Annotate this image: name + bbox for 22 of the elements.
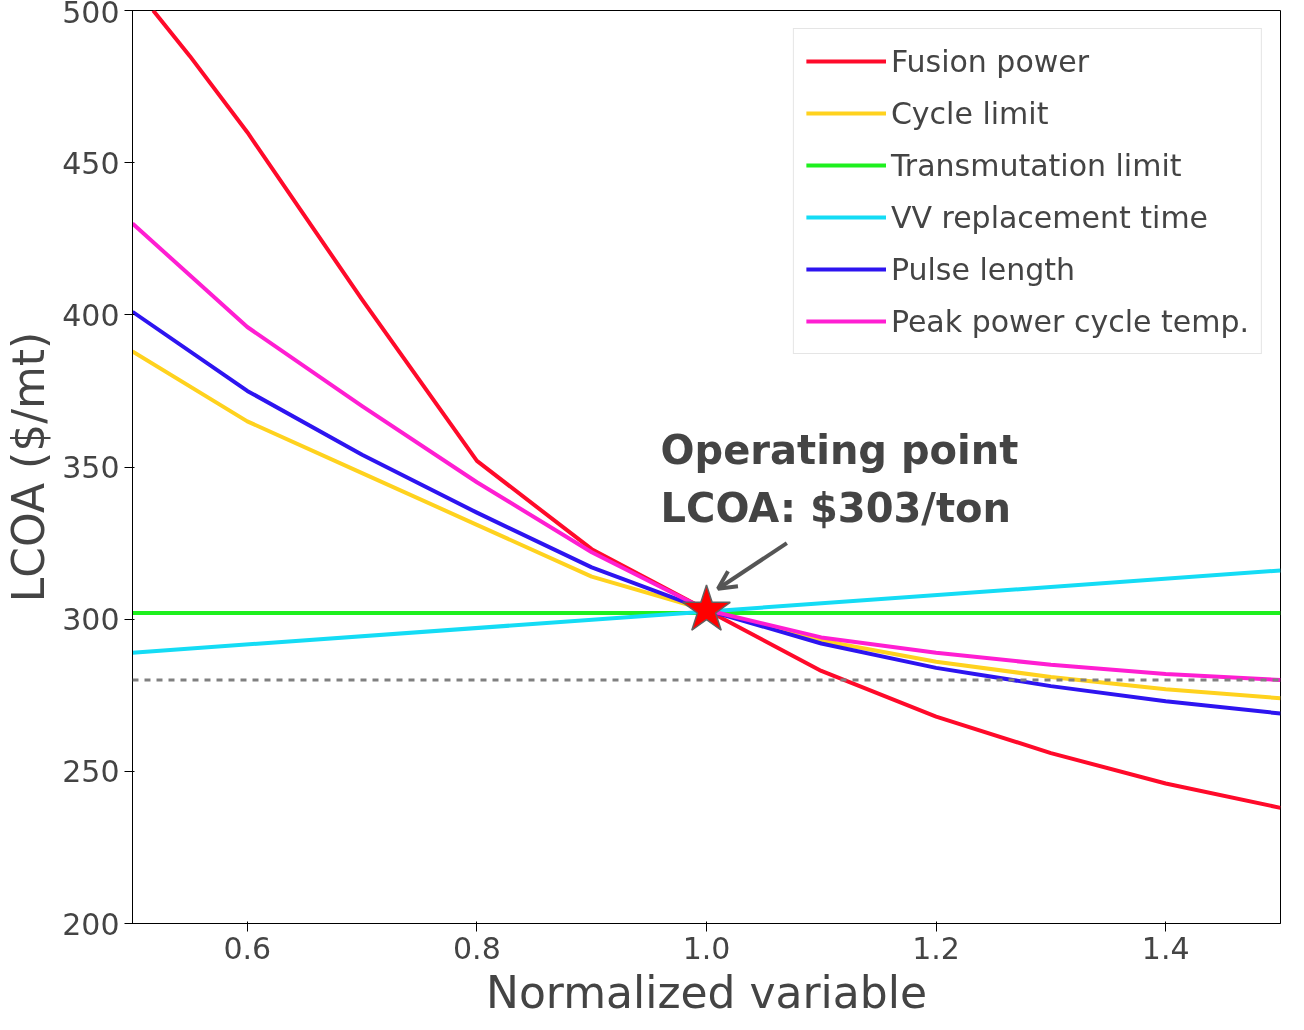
y-tick-label: 500 [62,0,120,30]
x-tick-label: 1.2 [912,930,960,966]
legend-label: Fusion power [890,42,1090,81]
y-tick-label: 400 [62,297,120,333]
y-tick-label: 450 [62,145,120,181]
x-axis-title: Normalized variable [486,966,928,1018]
y-tick-label: 350 [62,450,120,485]
legend-label: Cycle limit [890,94,1049,133]
y-tick-label: 300 [62,602,120,638]
x-tick-label: 1.4 [1141,930,1190,966]
legend-label: Peak power cycle temp. [890,302,1249,341]
legend-label: Pulse length [890,250,1076,289]
annotation: Operating point LCOA: $303/ton [660,427,1019,531]
y-tick-label: 200 [62,906,120,942]
legend-label: Transmutation limit [890,146,1182,185]
y-tick-label: 250 [62,754,120,790]
line-series [151,10,1281,810]
x-tick-label: 0.6 [223,930,272,966]
x-tick-label: 0.8 [453,930,501,966]
y-axis-title: LCOA ($/mt) [3,331,55,603]
x-tick-label: 1.0 [682,930,731,966]
legend-label: VV replacement time [890,198,1209,237]
